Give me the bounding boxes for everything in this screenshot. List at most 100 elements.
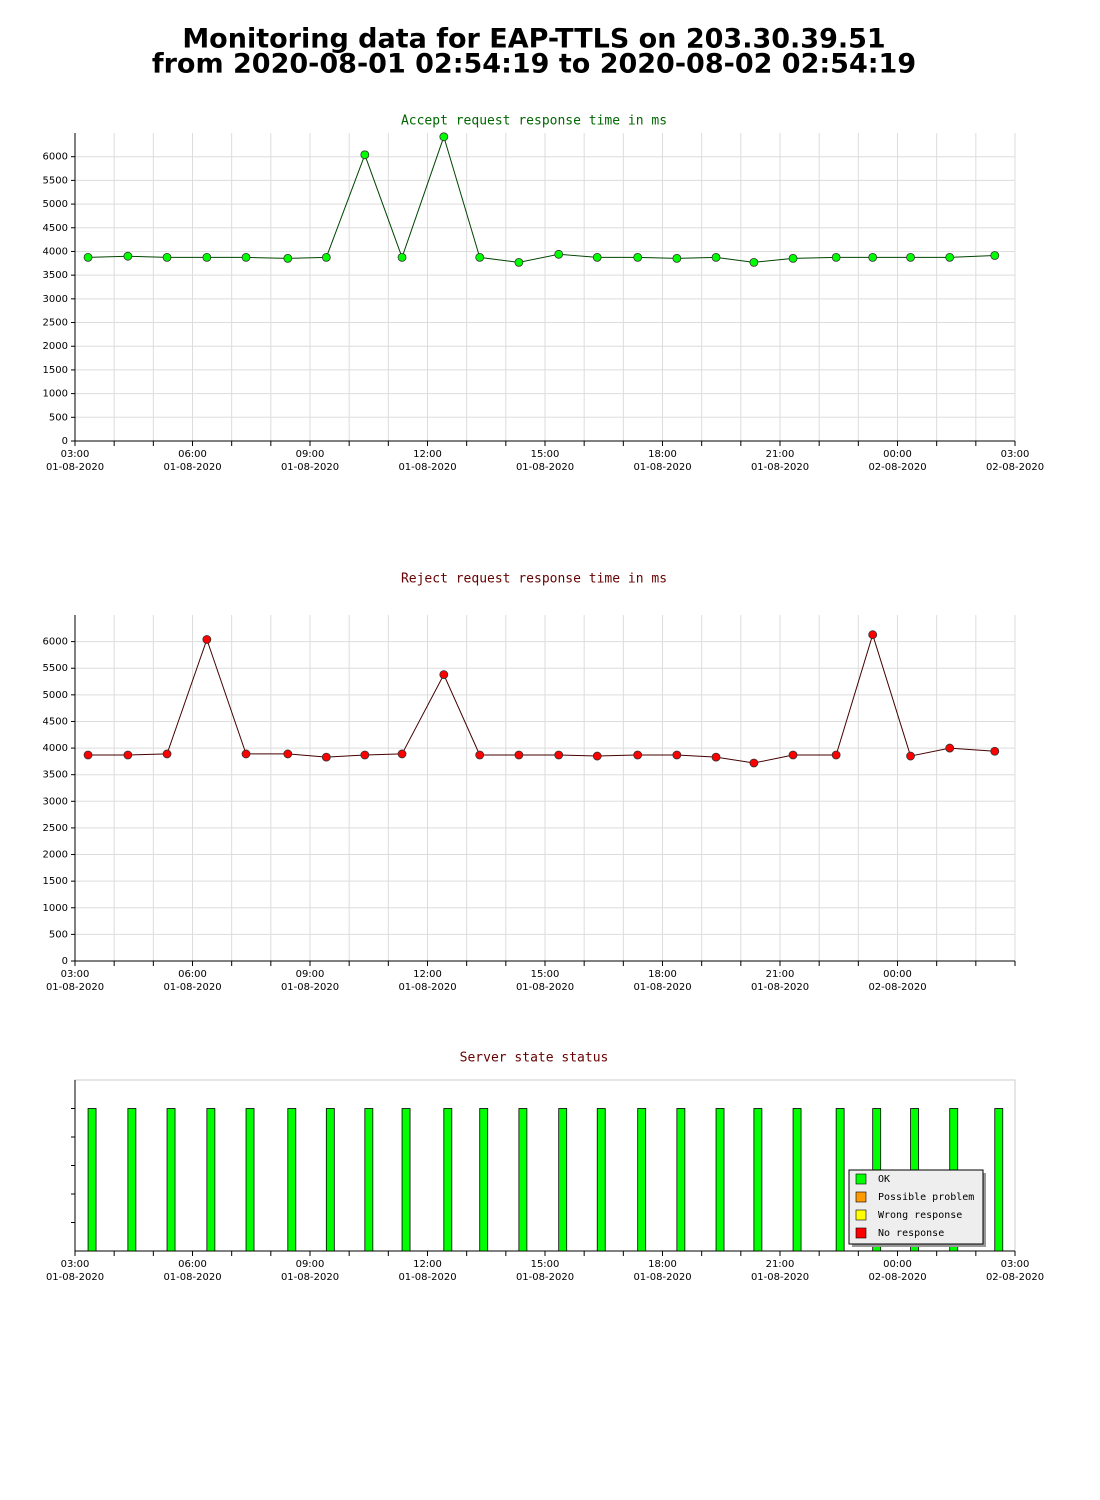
status-bar [753, 1108, 763, 1252]
legend-swatch [855, 1209, 867, 1221]
legend-label: OK [878, 1174, 890, 1185]
status-bar [401, 1108, 411, 1252]
x-tick-label: 12:00 [413, 969, 442, 980]
y-tick-label: 2000 [43, 850, 68, 861]
x-tick-label: 18:00 [648, 969, 677, 980]
y-tick-label: 4500 [43, 716, 68, 727]
x-tick-label: 01-08-2020 [398, 1272, 456, 1283]
x-tick-label: 09:00 [296, 969, 325, 980]
data-point [592, 751, 602, 761]
x-tick-label: 21:00 [766, 1259, 795, 1270]
x-tick-label: 01-08-2020 [751, 1272, 809, 1283]
data-point [831, 252, 841, 262]
status-bar [287, 1108, 297, 1252]
data-point [990, 251, 1000, 260]
x-tick-label: 03:00 [61, 969, 90, 980]
status-bar [127, 1108, 137, 1252]
status-bar [994, 1108, 1004, 1252]
data-point [123, 251, 133, 261]
x-tick-label: 01-08-2020 [281, 1272, 339, 1283]
x-tick-label: 01-08-2020 [633, 982, 691, 993]
x-tick-label: 01-08-2020 [46, 1272, 104, 1283]
x-tick-label: 02-08-2020 [986, 1272, 1044, 1283]
x-tick-label: 01-08-2020 [751, 982, 809, 993]
data-point [749, 758, 759, 768]
series-line [88, 135, 995, 263]
data-point [749, 257, 759, 267]
data-point [202, 252, 212, 262]
x-tick-label: 03:00 [61, 449, 90, 460]
y-tick-label: 0 [62, 436, 68, 447]
legend-label: Possible problem [878, 1192, 974, 1203]
x-tick-label: 01-08-2020 [163, 462, 221, 473]
legend-label: Wrong response [878, 1210, 962, 1221]
x-tick-label: 01-08-2020 [398, 982, 456, 993]
main-subtitle: from 2020-08-01 02:54:19 to 2020-08-02 0… [152, 49, 916, 80]
x-tick-label: 01-08-2020 [163, 1272, 221, 1283]
y-tick-label: 500 [49, 929, 68, 940]
data-point [672, 750, 682, 760]
x-tick-label: 12:00 [413, 449, 442, 460]
status-bar [596, 1108, 606, 1252]
y-tick-label: 5000 [43, 690, 68, 701]
data-point [202, 635, 212, 644]
x-tick-label: 01-08-2020 [633, 1272, 691, 1283]
x-tick-label: 02-08-2020 [868, 462, 926, 473]
data-point [241, 749, 251, 759]
y-tick-label: 4000 [43, 743, 68, 754]
data-point [321, 752, 331, 762]
x-tick-label: 02-08-2020 [868, 982, 926, 993]
status-bar [637, 1108, 647, 1252]
status-bar [715, 1108, 725, 1252]
data-point [711, 752, 721, 762]
legend-box [848, 1169, 984, 1245]
chart-title: Accept request response time in ms [401, 114, 667, 129]
x-tick-label: 06:00 [178, 969, 207, 980]
x-tick-label: 01-08-2020 [398, 462, 456, 473]
data-point [868, 252, 878, 262]
data-point [397, 749, 407, 759]
y-tick-label: 5500 [43, 175, 68, 186]
y-tick-label: 5000 [43, 199, 68, 210]
y-tick-label: 2500 [43, 318, 68, 329]
x-tick-label: 03:00 [1001, 449, 1030, 460]
x-tick-label: 21:00 [766, 449, 795, 460]
chart-title: Server state status [460, 1051, 609, 1066]
status-bar [518, 1108, 528, 1252]
x-tick-label: 02-08-2020 [986, 462, 1044, 473]
x-tick-label: 01-08-2020 [516, 1272, 574, 1283]
data-point [83, 252, 93, 262]
data-point [514, 257, 524, 267]
legend-swatch [855, 1227, 867, 1239]
y-tick-label: 1000 [43, 389, 68, 400]
x-tick-label: 03:00 [61, 1259, 90, 1270]
y-tick-label: 2000 [43, 341, 68, 352]
y-tick-label: 3500 [43, 270, 68, 281]
x-tick-label: 06:00 [178, 449, 207, 460]
data-point [397, 252, 407, 262]
y-tick-label: 0 [62, 956, 68, 967]
x-tick-label: 09:00 [296, 449, 325, 460]
x-tick-label: 15:00 [531, 969, 560, 980]
status-bar [792, 1108, 802, 1252]
x-tick-label: 03:00 [1001, 1259, 1030, 1270]
data-point [906, 252, 915, 262]
status-bar [558, 1108, 568, 1252]
y-tick-label: 4000 [43, 246, 68, 257]
x-tick-label: 06:00 [178, 1259, 207, 1270]
x-tick-label: 09:00 [296, 1259, 325, 1270]
data-point [283, 749, 293, 759]
data-point [788, 253, 798, 263]
y-tick-label: 5500 [43, 663, 68, 674]
x-tick-label: 01-08-2020 [46, 462, 104, 473]
data-point [439, 670, 449, 680]
status-bar [206, 1108, 216, 1252]
data-point [360, 150, 370, 160]
x-tick-label: 01-08-2020 [516, 462, 574, 473]
data-point [554, 750, 564, 760]
x-tick-label: 01-08-2020 [281, 982, 339, 993]
legend-swatch [855, 1173, 867, 1185]
data-point [241, 252, 251, 262]
status-bar [479, 1108, 489, 1252]
